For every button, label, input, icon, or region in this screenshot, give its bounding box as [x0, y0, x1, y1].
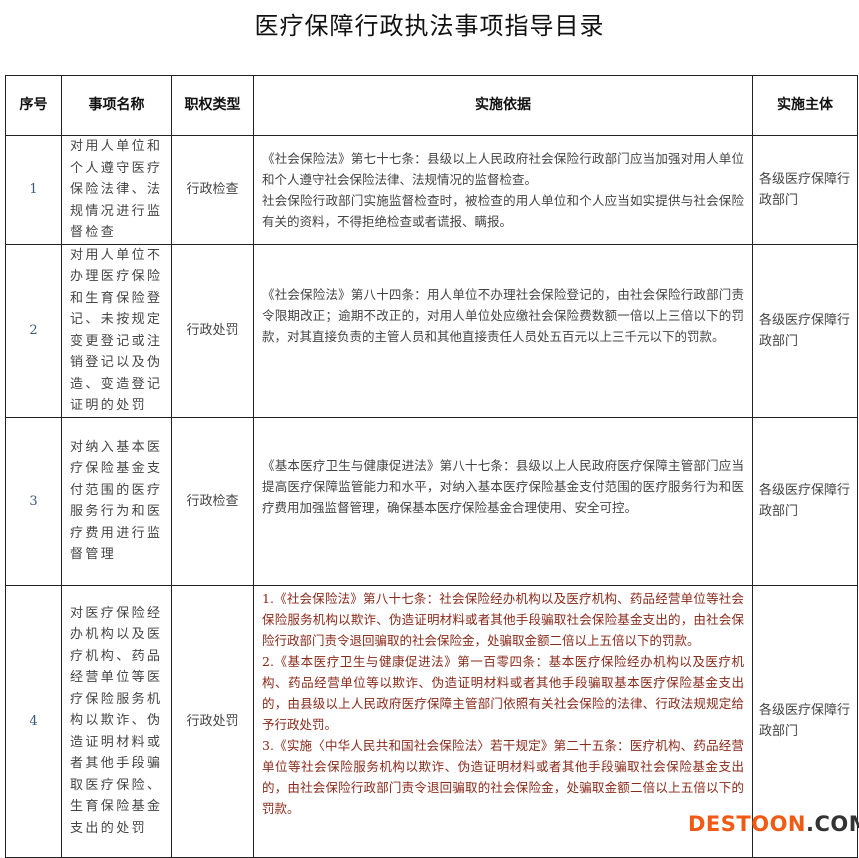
implementing-body: 各级医疗保障行政部门 [752, 584, 858, 858]
watermark-brand: DESTOON [688, 812, 807, 836]
header-body: 实施主体 [752, 75, 858, 136]
authority-type: 行政检查 [171, 135, 254, 245]
legal-basis: 《社会保险法》第八十四条：用人单位不办理社会保险登记的，由社会保险行政部门责令限… [253, 243, 753, 418]
table-row: 1 对用人单位和个人遵守医疗保险法律、法规情况进行监督检查 行政检查 《社会保险… [5, 135, 858, 245]
basis-paragraph: 《社会保险法》第八十四条：用人单位不办理社会保险登记的，由社会保险行政部门责令限… [262, 287, 744, 344]
table-header-row: 序号 事项名称 职权类型 实施依据 实施主体 [5, 75, 858, 136]
page-title: 医疗保障行政执法事项指导目录 [254, 12, 605, 40]
basis-paragraph: 社会保险行政部门实施监督检查时，被检查的用人单位和个人应当如实提供与社会保险有关… [262, 192, 744, 229]
watermark-logo: DESTOON.COM [688, 812, 859, 836]
implementing-body: 各级医疗保障行政部门 [752, 135, 858, 245]
header-type: 职权类型 [171, 75, 254, 136]
row-number: 3 [5, 416, 62, 586]
item-name: 对纳入基本医疗保险基金支付范围的医疗服务行为和医疗费用进行监督管理 [61, 416, 172, 586]
item-name: 对医疗保险经办机构以及医疗机构、药品经营单位等医疗保险服务机构以欺诈、伪造证明材… [61, 584, 172, 858]
basis-paragraph: 3.《实施〈中华人民共和国社会保险法〉若干规定》第二十五条：医疗机构、药品经营单… [262, 737, 744, 816]
row-number: 2 [5, 243, 62, 418]
implementing-body: 各级医疗保障行政部门 [752, 416, 858, 586]
authority-type: 行政处罚 [171, 243, 254, 418]
row-number: 4 [5, 584, 62, 858]
watermark-domain: .COM [806, 812, 859, 836]
header-no: 序号 [5, 75, 62, 136]
authority-type: 行政检查 [171, 416, 254, 586]
item-name: 对用人单位不办理医疗保险和生育保险登记、未按规定变更登记或注销登记以及伪造、变造… [61, 243, 172, 418]
legal-basis: 《社会保险法》第七十七条：县级以上人民政府社会保险行政部门应当加强对用人单位和个… [253, 135, 753, 245]
basis-paragraph: 1.《社会保险法》第八十七条：社会保险经办机构以及医疗机构、药品经营单位等社会保… [262, 590, 744, 648]
legal-basis: 1.《社会保险法》第八十七条：社会保险经办机构以及医疗机构、药品经营单位等社会保… [253, 584, 753, 858]
catalog-table: 序号 事项名称 职权类型 实施依据 实施主体 1 对用人单位和个人遵守医疗保险法… [5, 75, 858, 858]
basis-paragraph: 《基本医疗卫生与健康促进法》第八十七条：县级以上人民政府医疗保障主管部门应当提高… [262, 457, 744, 515]
basis-paragraph: 《社会保险法》第七十七条：县级以上人民政府社会保险行政部门应当加强对用人单位和个… [262, 150, 744, 187]
legal-basis: 《基本医疗卫生与健康促进法》第八十七条：县级以上人民政府医疗保障主管部门应当提高… [253, 416, 753, 586]
basis-paragraph: 2.《基本医疗卫生与健康促进法》第一百零四条：基本医疗保险经办机构以及医疗机构、… [262, 653, 744, 732]
header-name: 事项名称 [61, 75, 172, 136]
row-number: 1 [5, 135, 62, 245]
table-row: 3 对纳入基本医疗保险基金支付范围的医疗服务行为和医疗费用进行监督管理 行政检查… [5, 416, 858, 586]
table-row: 4 对医疗保险经办机构以及医疗机构、药品经营单位等医疗保险服务机构以欺诈、伪造证… [5, 584, 858, 858]
implementing-body: 各级医疗保障行政部门 [752, 243, 858, 418]
header-basis: 实施依据 [253, 75, 753, 136]
table-row: 2 对用人单位不办理医疗保险和生育保险登记、未按规定变更登记或注销登记以及伪造、… [5, 243, 858, 418]
item-name: 对用人单位和个人遵守医疗保险法律、法规情况进行监督检查 [61, 135, 172, 245]
authority-type: 行政处罚 [171, 584, 254, 858]
